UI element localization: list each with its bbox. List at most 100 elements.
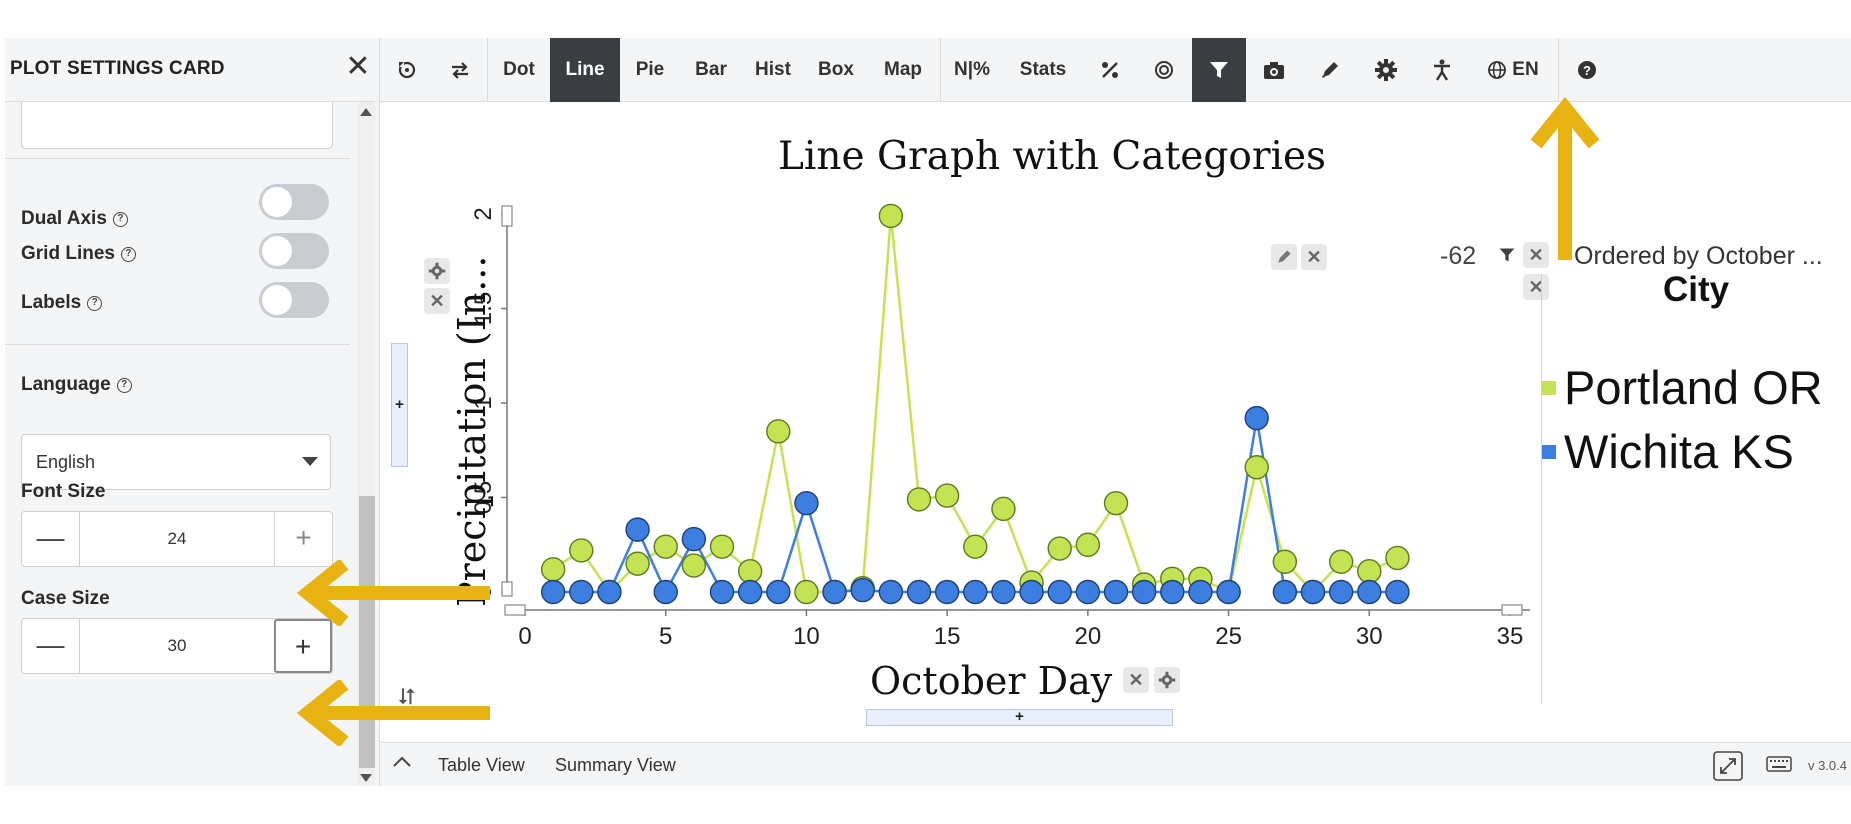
case-size-text: Case Size bbox=[21, 588, 110, 609]
font-size-decrement-button[interactable]: — bbox=[22, 512, 80, 566]
x-tick-label: 15 bbox=[934, 623, 961, 650]
accessibility-icon[interactable] bbox=[1414, 38, 1470, 102]
bottom-bar: Table View Summary View v 3.0.4 bbox=[380, 742, 1851, 786]
table-view-tab[interactable]: Table View bbox=[438, 755, 525, 775]
data-point bbox=[653, 579, 678, 605]
help-icon[interactable]: ? bbox=[120, 246, 136, 262]
case-size-value[interactable]: 30 bbox=[167, 636, 187, 655]
gear-icon[interactable] bbox=[1358, 38, 1414, 102]
remove-title-icon[interactable]: ✕ bbox=[1301, 244, 1327, 270]
help-icon[interactable]: ? bbox=[87, 295, 103, 311]
language-button[interactable]: EN bbox=[1470, 38, 1556, 102]
summary-view-tab[interactable]: Summary View bbox=[555, 755, 676, 775]
help-icon[interactable]: ? bbox=[112, 211, 128, 227]
panel-header: PLOT SETTINGS CARD ✕ bbox=[5, 38, 375, 102]
x-axis-add-button[interactable]: + bbox=[866, 709, 1173, 726]
legend-title[interactable]: City bbox=[1663, 270, 1730, 309]
labels-toggle[interactable] bbox=[259, 282, 329, 318]
scroll-thumb[interactable] bbox=[359, 496, 375, 768]
y-axis-add-button[interactable]: + bbox=[391, 343, 408, 467]
data-point bbox=[737, 559, 763, 584]
percent-icon[interactable] bbox=[1083, 38, 1137, 102]
data-point bbox=[1385, 579, 1410, 605]
case-size-increment-button[interactable]: + bbox=[274, 619, 332, 673]
data-point bbox=[1357, 559, 1382, 584]
filter-icon[interactable] bbox=[1192, 38, 1246, 102]
version-label: v 3.0.4 bbox=[1807, 758, 1847, 773]
panel-title: PLOT SETTINGS CARD bbox=[10, 58, 225, 79]
font-size-increment-button[interactable]: + bbox=[274, 512, 332, 566]
scroll-down-icon[interactable] bbox=[360, 774, 372, 782]
close-icon[interactable]: ✕ bbox=[345, 50, 371, 83]
chart-title[interactable]: Line Graph with Categories bbox=[778, 134, 1327, 179]
chevron-up-icon[interactable] bbox=[392, 751, 412, 778]
x-axis-settings-icon[interactable] bbox=[1154, 667, 1180, 693]
expand-icon[interactable] bbox=[1713, 751, 1743, 786]
grid-lines-toggle[interactable] bbox=[259, 233, 329, 269]
x-axis-title[interactable]: October Day bbox=[870, 659, 1113, 703]
data-point bbox=[597, 579, 622, 605]
undo-icon[interactable] bbox=[380, 38, 433, 102]
data-point bbox=[540, 579, 566, 605]
data-point bbox=[737, 579, 763, 605]
x-tick-label: 20 bbox=[1075, 623, 1102, 650]
data-point bbox=[963, 579, 988, 605]
data-point bbox=[991, 496, 1016, 522]
y-axis-settings-icon[interactable] bbox=[424, 258, 450, 284]
data-point bbox=[1328, 579, 1354, 605]
data-point bbox=[963, 534, 988, 559]
target-icon[interactable] bbox=[1137, 38, 1191, 102]
help-icon[interactable]: ? bbox=[116, 377, 132, 393]
tab-line[interactable]: Line bbox=[550, 38, 620, 102]
y-axis-title[interactable]: Precipitation (In... bbox=[450, 255, 494, 607]
data-point bbox=[878, 579, 904, 605]
language-value: English bbox=[36, 452, 96, 472]
tab-map[interactable]: Map bbox=[884, 59, 922, 80]
swap-icon[interactable] bbox=[433, 38, 486, 102]
tab-dot[interactable]: Dot bbox=[503, 59, 535, 80]
toolbar-separator bbox=[487, 38, 488, 102]
x-tick-label: 5 bbox=[659, 623, 672, 650]
legend-item-portland[interactable]: Portland OR bbox=[1542, 360, 1823, 415]
filter-remove-icon[interactable]: ✕ bbox=[1523, 242, 1549, 268]
x-axis-remove-icon[interactable]: ✕ bbox=[1123, 667, 1149, 693]
data-point bbox=[1272, 549, 1298, 574]
data-point bbox=[569, 538, 594, 563]
language-label: Language ? bbox=[21, 374, 132, 396]
y-axis-remove-icon[interactable]: ✕ bbox=[424, 288, 450, 314]
data-point bbox=[540, 557, 566, 582]
tab-bar[interactable]: Bar bbox=[695, 59, 727, 80]
annotation-arrow-font-size bbox=[296, 560, 490, 626]
tab-hist[interactable]: Hist bbox=[755, 59, 791, 80]
filter-small-icon[interactable] bbox=[1494, 242, 1520, 268]
stats-button[interactable]: Stats bbox=[1019, 59, 1067, 80]
data-point bbox=[822, 579, 847, 605]
series-points bbox=[540, 203, 1410, 605]
legend-remove-icon[interactable]: ✕ bbox=[1523, 274, 1549, 300]
legend-divider bbox=[1541, 274, 1542, 704]
help-circle-icon[interactable]: ? bbox=[1559, 38, 1615, 102]
scroll-up-icon[interactable] bbox=[360, 108, 372, 116]
edit-title-icon[interactable] bbox=[1271, 244, 1297, 270]
annotation-arrow-up bbox=[1530, 96, 1600, 260]
previous-setting-field[interactable] bbox=[21, 102, 333, 149]
keyboard-icon[interactable] bbox=[1766, 755, 1792, 778]
legend-item-wichita[interactable]: Wichita KS bbox=[1542, 424, 1794, 479]
font-size-value[interactable]: 24 bbox=[167, 529, 187, 548]
dual-axis-toggle[interactable] bbox=[259, 184, 329, 220]
data-point bbox=[794, 579, 819, 605]
grid-lines-label: Grid Lines ? bbox=[21, 243, 136, 265]
pencil-icon[interactable] bbox=[1302, 38, 1358, 102]
toolbar-separator bbox=[940, 38, 941, 102]
tab-pie[interactable]: Pie bbox=[635, 59, 665, 80]
panel-scrollbar[interactable] bbox=[357, 102, 375, 786]
dual-axis-text: Dual Axis bbox=[21, 208, 107, 229]
language-select[interactable]: English bbox=[21, 434, 331, 490]
camera-icon[interactable] bbox=[1246, 38, 1302, 102]
case-size-decrement-button[interactable]: — bbox=[22, 619, 80, 673]
x-max-handle bbox=[1501, 604, 1523, 616]
case-size-label: Case Size bbox=[21, 588, 110, 610]
swap-axes-icon[interactable]: ⮃ bbox=[398, 684, 416, 709]
n-percent-button[interactable]: N|% bbox=[954, 59, 990, 80]
tab-box[interactable]: Box bbox=[818, 59, 854, 80]
